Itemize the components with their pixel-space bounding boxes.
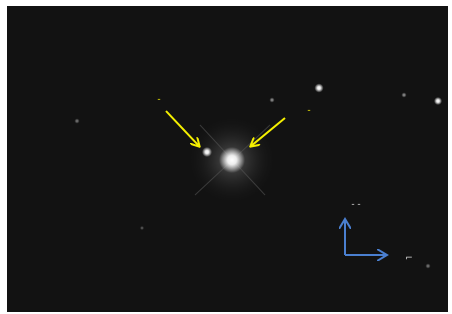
compass-label: - -	[351, 200, 360, 210]
bright-star	[219, 147, 245, 173]
star	[402, 93, 407, 98]
star	[426, 264, 431, 269]
star	[140, 226, 144, 230]
star	[202, 147, 212, 157]
screenshot: - - - - ⌐	[0, 0, 452, 314]
star	[315, 84, 324, 93]
star	[75, 119, 80, 124]
star	[270, 98, 275, 103]
star	[434, 97, 442, 105]
annotation-label: -	[157, 95, 160, 105]
compass-label: ⌐	[405, 254, 413, 264]
annotation-label: -	[307, 106, 310, 116]
